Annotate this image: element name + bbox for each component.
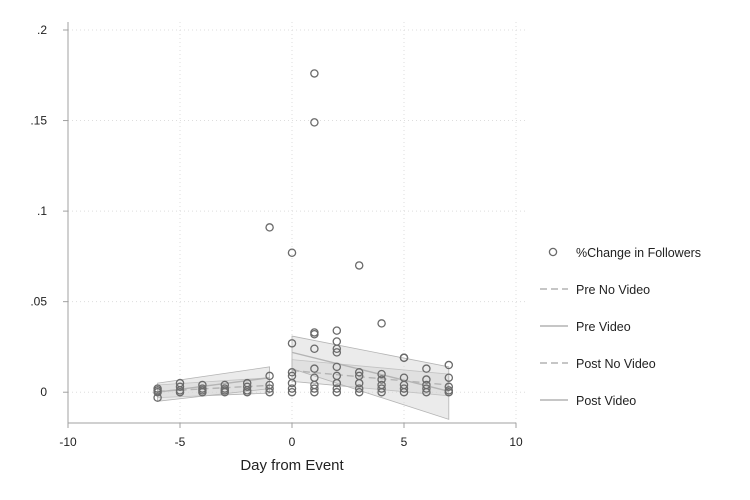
scatter-point — [287, 368, 297, 377]
scatter-point — [332, 384, 342, 393]
legend-label: Post No Video — [576, 357, 656, 371]
scatter-point — [265, 384, 274, 393]
scatter-point — [332, 371, 342, 381]
scatter-point — [354, 384, 364, 393]
legend-label: Pre No Video — [576, 283, 650, 297]
scatter-point — [310, 328, 319, 337]
y-tick-label: 0 — [40, 385, 47, 399]
scatter-point — [310, 69, 319, 78]
x-tick-label: -10 — [59, 435, 77, 449]
scatter-point — [444, 360, 454, 370]
y-tick-label: .2 — [37, 23, 47, 37]
tick-labels: 0 .05 .1 .15 .2 -10 -5 0 5 10 — [30, 23, 523, 449]
x-tick-label: 5 — [401, 435, 408, 449]
scatter-point — [287, 371, 297, 381]
scatter-point — [220, 380, 230, 390]
scatter-point — [198, 384, 207, 393]
x-tick-label: 0 — [289, 435, 296, 449]
scatter-point — [354, 387, 364, 397]
fit-line — [291, 369, 449, 386]
legend-label: Post Video — [576, 394, 636, 408]
x-tick-label: 10 — [509, 435, 523, 449]
scatter-point — [422, 384, 431, 393]
y-tick-label: .15 — [30, 114, 47, 128]
scatter-point — [332, 348, 342, 357]
scatter-point — [287, 387, 297, 397]
scatter-point — [310, 344, 319, 353]
scatter-point — [377, 380, 386, 390]
scatter-point — [287, 248, 297, 258]
scatter-point — [310, 384, 319, 393]
scatter-point — [175, 378, 185, 388]
scatter-point — [242, 378, 252, 388]
scatter-point — [422, 380, 431, 390]
scatter-point — [287, 384, 297, 393]
scatter-point — [265, 371, 274, 381]
scatter-point — [310, 373, 319, 382]
scatter-point — [332, 362, 342, 372]
scatter-point — [242, 382, 252, 392]
scatter-point — [175, 382, 185, 392]
scatter-point — [153, 384, 162, 393]
scatter-point — [332, 337, 342, 346]
scatter-point — [354, 261, 364, 270]
confidence-band — [157, 366, 271, 402]
x-tick-label: -5 — [175, 435, 186, 449]
scatter-point — [354, 371, 364, 381]
scatter-point — [265, 380, 274, 390]
axes — [63, 22, 517, 428]
scatter-point — [444, 382, 454, 392]
scatter-point — [444, 386, 454, 395]
legend: %Change in Followers Pre No Video Pre Vide… — [540, 246, 701, 408]
confidence-bands — [157, 335, 450, 420]
scatter-point — [399, 353, 409, 363]
legend-label: %Change in Followers — [576, 246, 701, 260]
scatter-point — [310, 364, 319, 373]
scatter-point — [310, 118, 319, 127]
scatter-point — [399, 373, 409, 382]
scatter-point — [287, 339, 297, 348]
x-axis-title: Day from Event — [240, 457, 344, 474]
scatter-point — [198, 380, 207, 390]
legend-marker — [548, 247, 558, 257]
y-tick-label: .1 — [37, 204, 47, 218]
scatter-point — [332, 387, 342, 397]
scatter-point — [332, 326, 342, 335]
scatter-point — [377, 384, 386, 393]
scatter-point — [377, 369, 386, 379]
scatter-point — [377, 375, 386, 384]
scatter-point — [422, 364, 431, 373]
scatter-point — [354, 368, 364, 377]
y-tick-label: .05 — [30, 295, 47, 309]
scatter-point — [377, 319, 386, 328]
scatter-point — [399, 384, 409, 393]
scatter-points — [153, 69, 454, 402]
scatter-point — [220, 384, 230, 393]
scatter-point — [444, 373, 454, 382]
scatter-point — [265, 223, 274, 232]
scatter-point — [422, 375, 431, 384]
legend-label: Pre Video — [576, 320, 631, 334]
